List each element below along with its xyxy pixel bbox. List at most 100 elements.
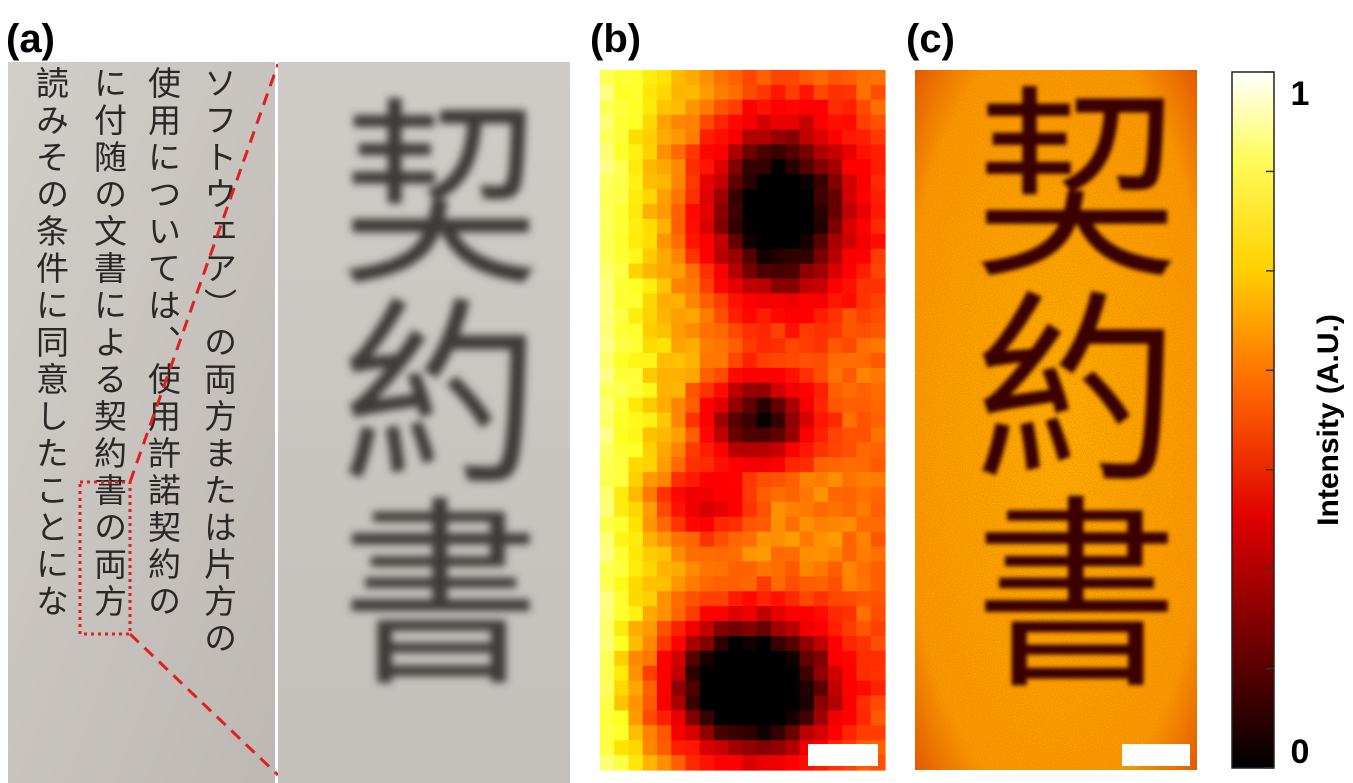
pixel [828, 502, 843, 517]
pixel [828, 189, 843, 204]
pixel [643, 413, 658, 428]
scale-bar [1122, 744, 1190, 766]
pixel [629, 323, 644, 338]
pixel [857, 547, 872, 562]
pixel [785, 532, 800, 547]
pixel [629, 279, 644, 294]
pixel [614, 70, 629, 85]
pixel [785, 576, 800, 591]
pixel [700, 740, 715, 755]
pixel [714, 70, 729, 85]
pixel [686, 502, 701, 517]
pixel [857, 576, 872, 591]
pixel [600, 249, 615, 264]
pixel [814, 532, 829, 547]
pixel [757, 338, 772, 353]
pixel [743, 219, 758, 234]
pixel [700, 472, 715, 487]
pixel [828, 636, 843, 651]
pixel [728, 308, 743, 323]
pixel [842, 710, 857, 725]
pixel [700, 532, 715, 547]
pixel [757, 323, 772, 338]
pixel [671, 413, 686, 428]
pixel [757, 413, 772, 428]
pixel [828, 561, 843, 576]
pixel [657, 576, 672, 591]
pixel [771, 606, 786, 621]
pixel [657, 383, 672, 398]
text-column: 読みその条件に同意したことにな [31, 66, 70, 621]
pixel [771, 70, 786, 85]
pixel [728, 442, 743, 457]
pixel [614, 502, 629, 517]
pixel [814, 383, 829, 398]
pixel [785, 264, 800, 279]
pixel [686, 159, 701, 174]
pixel [757, 279, 772, 294]
pixel [871, 561, 886, 576]
pixel [614, 234, 629, 249]
pixel [714, 696, 729, 711]
pixel [728, 293, 743, 308]
pixel [614, 219, 629, 234]
pixel [814, 219, 829, 234]
pixel [871, 383, 886, 398]
pixel [842, 413, 857, 428]
pixel [842, 130, 857, 145]
pixel [671, 249, 686, 264]
pixel [643, 681, 658, 696]
pixel [871, 606, 886, 621]
pixel [800, 219, 815, 234]
pixel [757, 353, 772, 368]
pixel [814, 457, 829, 472]
pixel [600, 502, 615, 517]
pixel [828, 204, 843, 219]
pixel [771, 457, 786, 472]
pixel [828, 308, 843, 323]
pixel [743, 85, 758, 100]
pixel [771, 383, 786, 398]
pixel [743, 427, 758, 442]
pixel [629, 606, 644, 621]
pixel [871, 636, 886, 651]
pixel [614, 666, 629, 681]
pixel [871, 338, 886, 353]
pixel [614, 547, 629, 562]
pixel [600, 264, 615, 279]
pixel [814, 472, 829, 487]
pixel [671, 606, 686, 621]
pixel [686, 681, 701, 696]
pixel [643, 576, 658, 591]
pixel [629, 636, 644, 651]
pixel [785, 457, 800, 472]
pixel [842, 144, 857, 159]
pixel [671, 502, 686, 517]
pixel [828, 710, 843, 725]
pixel [743, 487, 758, 502]
pixel [657, 115, 672, 130]
pixel [857, 338, 872, 353]
pixel [857, 606, 872, 621]
pixel [814, 398, 829, 413]
pixel [657, 353, 672, 368]
pixel [800, 532, 815, 547]
pixel [714, 85, 729, 100]
pixel [600, 547, 615, 562]
pixel [743, 666, 758, 681]
pixel [771, 696, 786, 711]
pixel [800, 130, 815, 145]
pixel [785, 725, 800, 740]
pixel [657, 621, 672, 636]
pixel [814, 696, 829, 711]
pixel [629, 502, 644, 517]
pixel [643, 502, 658, 517]
pixel [771, 204, 786, 219]
pixel [629, 368, 644, 383]
pixel [771, 725, 786, 740]
pixel [614, 591, 629, 606]
pixel [771, 532, 786, 547]
pixel [700, 279, 715, 294]
pixel [743, 755, 758, 770]
pixel [600, 115, 615, 130]
